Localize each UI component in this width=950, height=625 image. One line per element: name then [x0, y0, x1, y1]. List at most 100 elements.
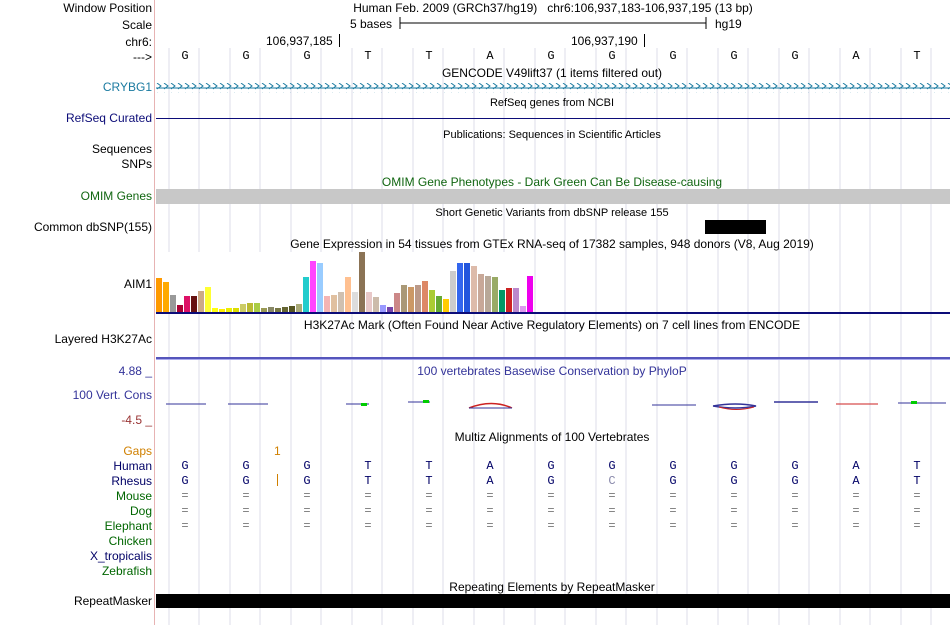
gtex-tissue-bar[interactable] — [170, 295, 176, 312]
alignment-base: G — [303, 474, 311, 488]
species-label-dog[interactable]: Dog — [129, 504, 152, 518]
gtex-tissue-bar[interactable] — [380, 305, 386, 312]
omim-phenotype-bar[interactable] — [156, 189, 950, 204]
alignment-base: = — [303, 504, 311, 518]
gtex-tissue-bar[interactable] — [212, 308, 218, 312]
gtex-tissue-bar[interactable] — [156, 278, 162, 312]
gtex-tissue-bar[interactable] — [478, 274, 484, 312]
species-label-chicken[interactable]: Chicken — [108, 534, 152, 548]
alignment-base: = — [486, 489, 494, 503]
gtex-tissue-bar[interactable] — [177, 305, 183, 312]
gtex-tissue-bar[interactable] — [338, 292, 344, 312]
gtex-tissue-bar[interactable] — [520, 306, 526, 312]
gtex-tissue-bar[interactable] — [429, 290, 435, 312]
alignment-base: = — [852, 489, 860, 503]
gtex-tissue-bar[interactable] — [163, 282, 169, 312]
phylop-conservation-plot[interactable] — [156, 390, 950, 416]
gtex-tissue-bar[interactable] — [233, 308, 239, 312]
alignment-base: T — [425, 459, 433, 473]
gtex-tissue-bar[interactable] — [443, 299, 449, 312]
gtex-tissue-bar[interactable] — [415, 285, 421, 312]
species-label-mouse[interactable]: Mouse — [115, 489, 152, 503]
species-label-rhesus[interactable]: Rhesus — [111, 474, 152, 488]
repeatmasker-label[interactable]: RepeatMasker — [73, 594, 152, 608]
gtex-tissue-bar[interactable] — [457, 263, 463, 312]
crybg1-gene-label[interactable]: CRYBG1 — [102, 80, 152, 94]
gtex-tissue-bar[interactable] — [387, 307, 393, 312]
gtex-tissue-bar[interactable] — [184, 296, 190, 312]
alignment-base: T — [913, 474, 921, 488]
gtex-tissue-bar[interactable] — [492, 277, 498, 312]
gtex-tissue-bar[interactable] — [485, 276, 491, 312]
gtex-tissue-bar[interactable] — [352, 292, 358, 312]
alignment-base: = — [730, 489, 738, 503]
gtex-tissue-bar[interactable] — [289, 306, 295, 312]
gtex-gene-label[interactable]: AIM1 — [123, 277, 152, 291]
gtex-tissue-bar[interactable] — [513, 288, 519, 312]
alignment-base: = — [242, 489, 250, 503]
h3k27ac-signal-line[interactable] — [156, 357, 950, 359]
gtex-tissue-bar[interactable] — [240, 304, 246, 312]
gtex-tissue-bar[interactable] — [366, 292, 372, 312]
gtex-tissue-bar[interactable] — [506, 288, 512, 312]
gtex-tissue-bar[interactable] — [268, 307, 274, 312]
snps-label[interactable]: SNPs — [121, 157, 152, 171]
dbsnp-variant[interactable] — [705, 220, 766, 234]
species-label-human[interactable]: Human — [113, 459, 152, 473]
gtex-tissue-bar[interactable] — [359, 252, 365, 312]
gtex-tissue-bar[interactable] — [310, 261, 316, 312]
gtex-expression-chart[interactable] — [156, 252, 534, 312]
refseq-gene-line[interactable] — [156, 118, 950, 119]
assembly-position-text[interactable]: Human Feb. 2009 (GRCh37/hg19) chr6:106,9… — [353, 1, 753, 15]
layered-h3k27ac-label[interactable]: Layered H3K27Ac — [54, 332, 152, 346]
gtex-tissue-bar[interactable] — [254, 303, 260, 312]
alignment-base: C — [608, 474, 616, 488]
gtex-tissue-bar[interactable] — [317, 263, 323, 312]
gtex-tissue-bar[interactable] — [324, 296, 330, 312]
sequences-label[interactable]: Sequences — [91, 142, 152, 156]
gtex-tissue-bar[interactable] — [401, 285, 407, 312]
gtex-tissue-bar[interactable] — [450, 271, 456, 312]
gtex-tissue-bar[interactable] — [331, 295, 337, 312]
gtex-tissue-bar[interactable] — [296, 304, 302, 312]
gtex-tissue-bar[interactable] — [282, 307, 288, 312]
common-dbsnp-label[interactable]: Common dbSNP(155) — [33, 220, 152, 234]
gtex-tissue-bar[interactable] — [422, 281, 428, 312]
base-letter: A — [852, 49, 860, 63]
gtex-tissue-bar[interactable] — [471, 266, 477, 312]
gtex-tissue-bar[interactable] — [527, 276, 533, 312]
alignment-base: = — [913, 504, 921, 518]
gaps-label[interactable]: Gaps — [123, 444, 152, 458]
alignment-base: = — [181, 504, 189, 518]
gtex-tissue-bar[interactable] — [464, 263, 470, 312]
gtex-tissue-bar[interactable] — [499, 290, 505, 312]
scale-label: Scale — [121, 18, 152, 32]
gtex-tissue-bar[interactable] — [191, 296, 197, 312]
gtex-tissue-bar[interactable] — [303, 277, 309, 312]
scale-bases-text: 5 bases — [350, 17, 393, 31]
gtex-tissue-bar[interactable] — [345, 277, 351, 312]
gtex-tissue-bar[interactable] — [261, 308, 267, 312]
omim-genes-label[interactable]: OMIM Genes — [80, 189, 152, 203]
gtex-tissue-bar[interactable] — [436, 296, 442, 312]
base-letter: G — [242, 49, 250, 63]
base-letter: A — [486, 49, 494, 63]
species-label-x_tropicalis[interactable]: X_tropicalis — [89, 549, 152, 563]
base-letter: G — [547, 49, 555, 63]
gtex-tissue-bar[interactable] — [247, 303, 253, 312]
species-label-elephant[interactable]: Elephant — [104, 519, 152, 533]
gtex-tissue-bar[interactable] — [373, 297, 379, 312]
gtex-tissue-bar[interactable] — [205, 287, 211, 312]
gtex-tissue-bar[interactable] — [394, 293, 400, 312]
gtex-tissue-bar[interactable] — [275, 308, 281, 312]
repeatmasker-element[interactable] — [156, 594, 950, 608]
refseq-label[interactable]: RefSeq Curated — [65, 111, 152, 125]
label-divider[interactable] — [154, 0, 155, 625]
crybg1-gene-line[interactable] — [156, 81, 950, 95]
species-label-zebrafish[interactable]: Zebrafish — [101, 564, 152, 578]
gtex-tissue-bar[interactable] — [226, 308, 232, 312]
gtex-tissue-bar[interactable] — [408, 287, 414, 312]
phylop-track-label[interactable]: 100 Vert. Cons — [72, 388, 152, 402]
gtex-tissue-bar[interactable] — [219, 309, 225, 312]
gtex-tissue-bar[interactable] — [198, 291, 204, 312]
